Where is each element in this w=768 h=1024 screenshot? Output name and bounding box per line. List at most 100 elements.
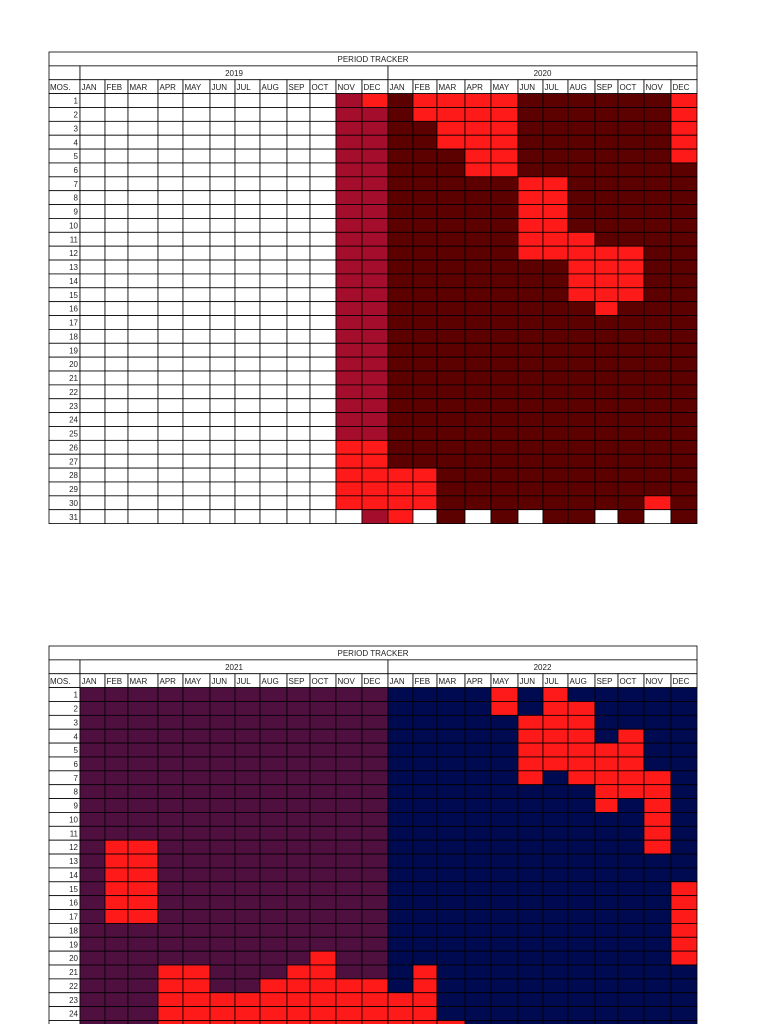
tracker-cell (643, 867, 672, 883)
month-label: SEP (597, 677, 613, 686)
month-label: SEP (289, 83, 305, 92)
tracker-cell (670, 176, 698, 192)
tracker-cell (182, 162, 211, 178)
tracker-cell (79, 134, 106, 150)
tracker-cell (127, 784, 159, 799)
month-label: JUN (212, 677, 228, 686)
tracker-cell (436, 1006, 466, 1021)
tracker-cell (309, 978, 337, 994)
tracker-cell (79, 798, 106, 813)
tracker-cell (182, 881, 211, 897)
tracker-cell (209, 273, 236, 289)
tracker-cell (309, 798, 337, 813)
tracker-cell (286, 825, 311, 841)
tracker-cell (490, 495, 519, 511)
tracker-cell (157, 120, 184, 136)
tracker-cell (259, 342, 288, 358)
tracker-cell (617, 770, 645, 786)
tracker-cell (104, 93, 129, 108)
tracker-cell (594, 687, 619, 702)
month-label: AUG (570, 677, 587, 686)
tracker-cell (436, 714, 466, 730)
tracker-cell (79, 867, 106, 883)
tracker-cell (127, 231, 159, 247)
tracker-cell (670, 798, 698, 813)
tracker-cell (567, 218, 596, 233)
tracker-cell (182, 204, 211, 219)
tracker-cell (309, 812, 337, 827)
tracker-cell (387, 936, 414, 952)
tracker-cell (594, 992, 619, 1008)
tracker-cell (542, 936, 569, 952)
tracker-cell (670, 315, 698, 330)
tracker-cell (127, 728, 159, 744)
tracker-cell (464, 301, 492, 316)
tracker-cell (361, 384, 389, 400)
tracker-cell (387, 881, 414, 897)
day-number: 15 (69, 291, 78, 300)
tracker-cell (490, 453, 519, 469)
tracker-cell (617, 687, 645, 702)
day-number: 8 (74, 788, 79, 797)
tracker-cell (182, 176, 211, 192)
tracker-cell (643, 1006, 672, 1021)
tracker-cell (182, 909, 211, 924)
tracker-cell (567, 398, 596, 414)
tracker-cell (104, 107, 129, 122)
tracker-cell (182, 701, 211, 716)
tracker-cell (387, 190, 414, 205)
tracker-cell (594, 398, 619, 414)
tracker-cell (594, 412, 619, 427)
tracker-cell (567, 134, 596, 150)
tracker-cell (490, 798, 519, 813)
month-label: FEB (415, 83, 431, 92)
tracker-cell (182, 93, 211, 108)
tracker-cell (361, 356, 389, 372)
tracker-cell (412, 356, 438, 372)
tracker-cell (464, 687, 492, 702)
tracker-cell (127, 950, 159, 966)
tracker-cell (594, 978, 619, 994)
day-number: 20 (69, 360, 78, 369)
tracker-cell (490, 714, 519, 730)
tracker-cell (464, 481, 492, 497)
tracker-cell (412, 93, 438, 108)
tracker-cell (436, 881, 466, 897)
tracker-cell (412, 728, 438, 744)
tracker-cell (464, 936, 492, 952)
tracker-cell (209, 687, 236, 702)
tracker-cell (157, 356, 184, 372)
tracker-cell (79, 687, 106, 702)
tracker-cell (643, 495, 672, 511)
month-label: JUN (212, 83, 228, 92)
tracker-cell (412, 218, 438, 233)
tracker-cell (127, 315, 159, 330)
tracker-cell (335, 439, 363, 455)
tracker-cell (436, 120, 466, 136)
tracker-cell (259, 714, 288, 730)
tracker-cell (617, 798, 645, 813)
tracker-cell (182, 895, 211, 910)
tracker-cell (436, 825, 466, 841)
tracker-cell (234, 301, 261, 316)
tracker-cell (617, 439, 645, 455)
tracker-cell (104, 784, 129, 799)
tracker-cell (542, 978, 569, 994)
month-label: DEC (673, 83, 690, 92)
tracker-cell (127, 162, 159, 178)
tracker-cell (309, 356, 337, 372)
tracker-cell (517, 259, 544, 275)
tracker-cell (617, 701, 645, 716)
tracker-cell (286, 370, 311, 386)
tracker-cell (643, 798, 672, 813)
tracker-cell (594, 825, 619, 841)
tracker-cell (79, 812, 106, 827)
tracker-cell (412, 909, 438, 924)
tracker-cell (157, 301, 184, 316)
tracker-cell (286, 687, 311, 702)
tracker-cell (361, 481, 389, 497)
tracker-cell (670, 509, 698, 524)
tracker-cell (335, 701, 363, 716)
tracker-cell (643, 245, 672, 261)
tracker-cell (617, 453, 645, 469)
